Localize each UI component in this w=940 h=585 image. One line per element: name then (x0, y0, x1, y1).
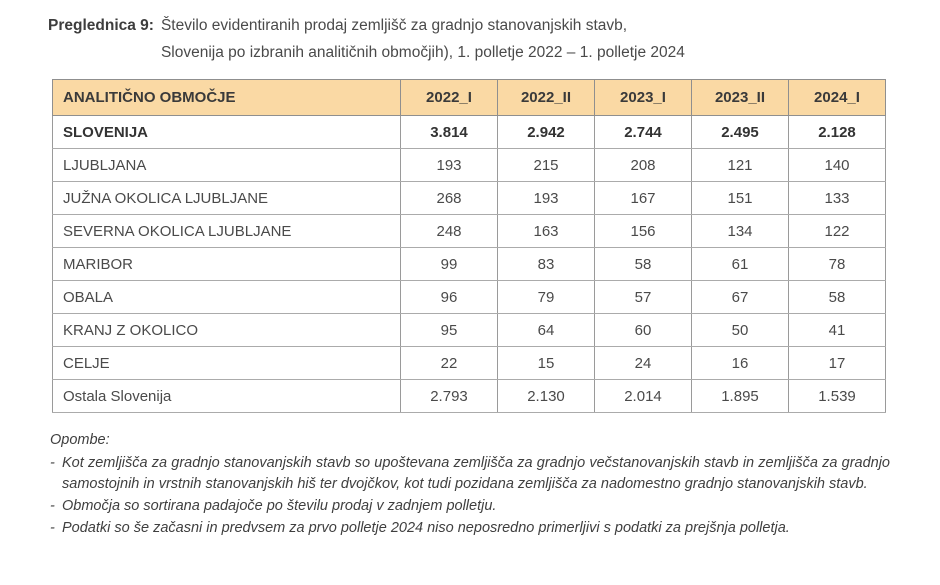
note-item-2: - Območja so sortirana padajoče po števi… (50, 496, 892, 517)
title-line-1: Število evidentiranih prodaj zemljišč za… (160, 17, 628, 34)
value-cell: 1.539 (788, 379, 886, 413)
header-cell-2022-i: 2022_I (400, 79, 498, 116)
value-cell: 193 (400, 148, 498, 182)
value-cell: 208 (594, 148, 692, 182)
value-cell: 79 (497, 280, 595, 314)
value-cell: 268 (400, 181, 498, 215)
value-cell: 2.128 (788, 115, 886, 149)
note-item-3: - Podatki so še začasni in predvsem za p… (50, 518, 892, 539)
value-cell: 215 (497, 148, 595, 182)
region-cell: Ostala Slovenija (52, 379, 401, 413)
value-cell: 2.130 (497, 379, 595, 413)
region-cell: JUŽNA OKOLICA LJUBLJANE (52, 181, 401, 215)
note-text: Območja so sortirana padajoče po številu… (62, 498, 497, 514)
value-cell: 122 (788, 214, 886, 248)
notes-heading: Opombe: (50, 432, 110, 448)
table-number-label: Preglednica 9: (48, 17, 154, 34)
table-row-maribor: MARIBOR 99 83 58 61 78 (52, 247, 886, 281)
value-cell: 248 (400, 214, 498, 248)
title-text: Število evidentiranih prodaj zemljišč za… (161, 12, 685, 66)
note-text: Kot zemljišča za gradnjo stanovanjskih s… (62, 455, 890, 492)
value-cell: 57 (594, 280, 692, 314)
region-cell: MARIBOR (52, 247, 401, 281)
table-row-juzna-okolica-ljubljane: JUŽNA OKOLICA LJUBLJANE 268 193 167 151 … (52, 181, 886, 215)
value-cell: 140 (788, 148, 886, 182)
value-cell: 22 (400, 346, 498, 380)
region-cell: SLOVENIJA (52, 115, 401, 149)
title-line-2: Slovenija po izbranih analitičnih območj… (160, 44, 685, 61)
value-cell: 95 (400, 313, 498, 347)
value-cell: 96 (400, 280, 498, 314)
value-cell: 58 (594, 247, 692, 281)
value-cell: 2.014 (594, 379, 692, 413)
value-cell: 1.895 (691, 379, 789, 413)
table-row-severna-okolica-ljubljane: SEVERNA OKOLICA LJUBLJANE 248 163 156 13… (52, 214, 886, 248)
note-bullet: - (50, 498, 55, 514)
value-cell: 193 (497, 181, 595, 215)
value-cell: 41 (788, 313, 886, 347)
table-header-row: ANALITIČNO OBMOČJE 2022_I 2022_II 2023_I… (52, 79, 886, 116)
value-cell: 17 (788, 346, 886, 380)
header-cell-2022-ii: 2022_II (497, 79, 595, 116)
header-cell-2023-ii: 2023_II (691, 79, 789, 116)
table-row-celje: CELJE 22 15 24 16 17 (52, 346, 886, 380)
header-cell-region: ANALITIČNO OBMOČJE (52, 79, 401, 116)
table-row-ostala-slovenija: Ostala Slovenija 2.793 2.130 2.014 1.895… (52, 379, 886, 413)
value-cell: 99 (400, 247, 498, 281)
notes-section: Opombe: - Kot zemljišča za gradnjo stano… (50, 430, 892, 539)
note-item-1: - Kot zemljišča za gradnjo stanovanjskih… (50, 453, 892, 495)
region-cell: SEVERNA OKOLICA LJUBLJANE (52, 214, 401, 248)
value-cell: 64 (497, 313, 595, 347)
note-text: Podatki so še začasni in predvsem za prv… (62, 520, 790, 536)
value-cell: 61 (691, 247, 789, 281)
region-cell: LJUBLJANA (52, 148, 401, 182)
value-cell: 58 (788, 280, 886, 314)
value-cell: 67 (691, 280, 789, 314)
value-cell: 163 (497, 214, 595, 248)
value-cell: 151 (691, 181, 789, 215)
table-row-kranj-z-okolico: KRANJ Z OKOLICO 95 64 60 50 41 (52, 313, 886, 347)
header-cell-2023-i: 2023_I (594, 79, 692, 116)
table-row-ljubljana: LJUBLJANA 193 215 208 121 140 (52, 148, 886, 182)
value-cell: 60 (594, 313, 692, 347)
value-cell: 121 (691, 148, 789, 182)
value-cell: 2.744 (594, 115, 692, 149)
region-cell: CELJE (52, 346, 401, 380)
value-cell: 16 (691, 346, 789, 380)
region-cell: OBALA (52, 280, 401, 314)
value-cell: 2.942 (497, 115, 595, 149)
page-title: Preglednica 9: Število evidentiranih pro… (48, 12, 892, 66)
value-cell: 50 (691, 313, 789, 347)
header-cell-2024-i: 2024_I (788, 79, 886, 116)
value-cell: 15 (497, 346, 595, 380)
value-cell: 133 (788, 181, 886, 215)
note-bullet: - (50, 520, 55, 536)
note-bullet: - (50, 455, 55, 471)
value-cell: 156 (594, 214, 692, 248)
value-cell: 3.814 (400, 115, 498, 149)
region-cell: KRANJ Z OKOLICO (52, 313, 401, 347)
table-row-slovenija: SLOVENIJA 3.814 2.942 2.744 2.495 2.128 (52, 115, 886, 149)
value-cell: 78 (788, 247, 886, 281)
value-cell: 2.793 (400, 379, 498, 413)
value-cell: 2.495 (691, 115, 789, 149)
value-cell: 134 (691, 214, 789, 248)
value-cell: 83 (497, 247, 595, 281)
sales-table: ANALITIČNO OBMOČJE 2022_I 2022_II 2023_I… (52, 79, 886, 413)
table-row-obala: OBALA 96 79 57 67 58 (52, 280, 886, 314)
value-cell: 167 (594, 181, 692, 215)
value-cell: 24 (594, 346, 692, 380)
